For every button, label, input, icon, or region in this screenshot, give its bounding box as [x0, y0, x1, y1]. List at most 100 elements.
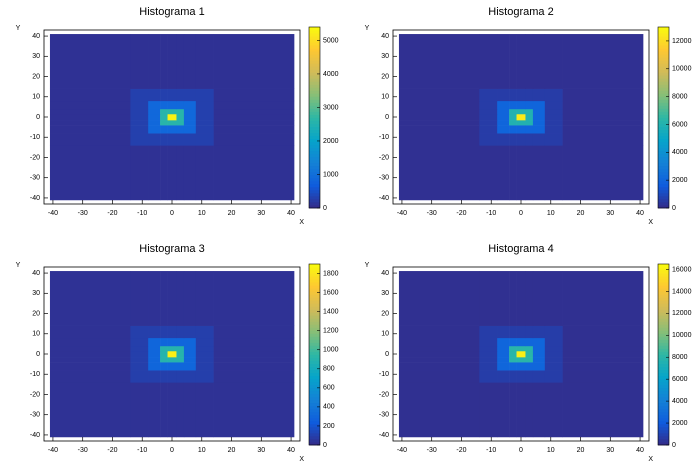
- panel: Histograma 2 -40 -30 -20 -10 0 10 20 30 40 -40 -30 -…: [365, 6, 692, 226]
- colorbar-step: [309, 99, 320, 103]
- heatmap-cell: [167, 133, 177, 146]
- heatmap-cell: [195, 357, 214, 363]
- colorbar-step: [309, 123, 320, 127]
- colorbar-step: [658, 84, 669, 88]
- colorbar-step: [658, 417, 669, 422]
- heatmap-cell: [532, 271, 546, 326]
- heatmap-cell: [167, 113, 177, 121]
- colorbar-step: [309, 438, 320, 443]
- heatmap-cell: [213, 362, 295, 371]
- colorbar-step: [658, 369, 669, 373]
- heatmap-cell: [167, 108, 177, 115]
- heatmap-cell: [160, 113, 168, 121]
- heatmap-cell: [544, 271, 563, 326]
- colorbar-step: [658, 165, 669, 170]
- colorbar-step: [658, 309, 669, 313]
- heatmap-cell: [509, 34, 517, 89]
- heatmap-cell: [525, 108, 534, 115]
- colorbar-step: [658, 204, 669, 209]
- heatmap-cell: [509, 350, 517, 358]
- colorbar-step: [658, 168, 669, 173]
- colorbar-tick-label: 2000: [323, 138, 339, 145]
- heatmap-cell: [544, 325, 563, 339]
- heatmap-cell: [148, 125, 161, 134]
- colorbar-step: [309, 390, 320, 395]
- x-tick-label: 40: [636, 210, 644, 217]
- heatmap-cell: [195, 337, 214, 347]
- y-tick-label: 20: [32, 73, 40, 80]
- heatmap-cell: [195, 325, 214, 339]
- panel: Histograma 4 -40 -30 -20 -10 0 10 20 30 40 -40 -30 -…: [365, 243, 692, 463]
- heatmap-cell: [49, 113, 131, 121]
- colorbar-step: [658, 114, 669, 118]
- heatmap-cell: [516, 370, 526, 383]
- heatmap-cell: [49, 382, 131, 438]
- y-tick-label: 0: [36, 114, 40, 121]
- heatmap-cell: [516, 337, 526, 347]
- colorbar-step: [658, 102, 669, 106]
- colorbar-step: [309, 39, 320, 43]
- colorbar-step: [309, 204, 320, 209]
- heatmap-cell: [183, 370, 197, 383]
- x-tick-label: -20: [456, 447, 466, 454]
- heatmap-cell: [562, 108, 644, 115]
- x-tick-label: 20: [577, 447, 585, 454]
- colorbar-step: [658, 126, 669, 130]
- heatmap-cell: [49, 108, 131, 115]
- heatmap-cell: [532, 345, 546, 352]
- heatmap-cell: [525, 34, 534, 89]
- heatmap-cell: [497, 145, 510, 201]
- heatmap-cell: [509, 362, 517, 371]
- heatmap-cell: [509, 271, 517, 326]
- heatmap-cell: [160, 88, 168, 102]
- colorbar-step: [309, 414, 320, 419]
- heatmap-cell: [148, 34, 161, 89]
- heatmap-cell: [516, 120, 526, 126]
- heatmap-cell: [509, 88, 517, 102]
- heatmap-cell: [213, 88, 295, 102]
- heatmap-cell: [516, 362, 526, 371]
- colorbar-step: [309, 363, 320, 367]
- heatmap-cell: [183, 350, 197, 358]
- y-tick-label: -40: [379, 432, 389, 439]
- colorbar-step: [309, 87, 320, 91]
- x-tick-label: 20: [577, 210, 585, 217]
- heatmap-cell: [525, 133, 534, 146]
- heatmap-cell: [516, 350, 526, 358]
- colorbar-step: [658, 156, 669, 161]
- heatmap-cell: [509, 100, 517, 110]
- y-tick-label: -40: [379, 195, 389, 202]
- colorbar-step: [309, 90, 320, 94]
- colorbar-step: [309, 435, 320, 440]
- colorbar-step: [309, 276, 320, 280]
- heatmap-cell: [562, 271, 644, 326]
- colorbar-step: [309, 366, 320, 370]
- heatmap-cell: [160, 100, 168, 110]
- heatmap-cell: [544, 345, 563, 352]
- colorbar-step: [309, 201, 320, 206]
- heatmap-cell: [544, 34, 563, 89]
- colorbar-tick-label: 400: [323, 404, 335, 411]
- heatmap-cell: [160, 362, 168, 371]
- heatmap-cell: [398, 120, 480, 126]
- heatmap-cell: [148, 145, 161, 201]
- colorbar-step: [658, 93, 669, 97]
- heatmap-cell: [398, 125, 480, 134]
- colorbar-step: [658, 273, 669, 277]
- heatmap-cell: [525, 362, 534, 371]
- colorbar-step: [309, 372, 320, 377]
- x-axis-label: X: [648, 219, 653, 226]
- heatmap-cell: [509, 345, 517, 352]
- y-tick-label: 20: [381, 73, 389, 80]
- y-tick-label: -10: [30, 371, 40, 378]
- y-tick-label: 10: [381, 331, 389, 338]
- colorbar-step: [658, 63, 669, 67]
- colorbar-step: [658, 96, 669, 100]
- colorbar-step: [309, 162, 320, 167]
- heatmap-cell: [479, 145, 498, 201]
- colorbar-step: [658, 414, 669, 419]
- heatmap-cell: [176, 34, 185, 89]
- heatmap-cell: [532, 362, 546, 371]
- heatmap-cell: [562, 370, 644, 383]
- heatmap-cell: [167, 100, 177, 110]
